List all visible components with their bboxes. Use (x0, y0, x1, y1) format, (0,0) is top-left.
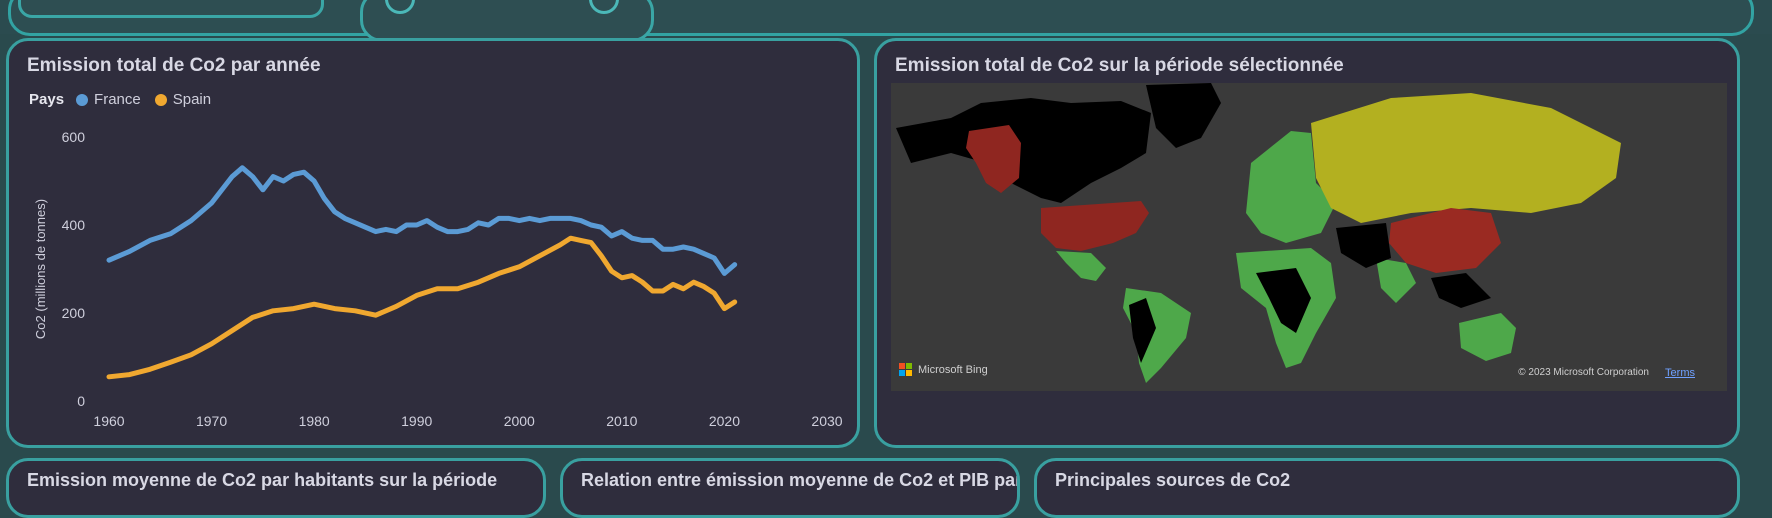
legend-dot-spain (154, 93, 167, 106)
map-region-alaska (966, 125, 1021, 193)
x-tick-label: 2020 (709, 413, 740, 429)
bottom-panel-title: Principales sources de Co2 (1055, 470, 1291, 490)
map-region-mexico (1056, 251, 1106, 281)
y-axis-label: Co2 (millions de tonnes) (33, 199, 48, 339)
slider-start-handle[interactable] (385, 0, 415, 14)
map-svg (891, 83, 1727, 391)
y-tick-label: 200 (62, 305, 86, 321)
bottom-panel-gdp: Relation entre émission moyenne de Co2 e… (560, 458, 1020, 518)
map-region-middle-east (1336, 223, 1391, 268)
line-chart-title: Emission total de Co2 par année (27, 55, 321, 76)
map-region-india (1376, 258, 1416, 303)
map-region-usa (1041, 201, 1149, 251)
series-line-spain (106, 235, 738, 380)
legend-item-spain[interactable]: Spain (172, 91, 212, 108)
x-tick-label: 2030 (811, 413, 842, 429)
x-tick-label: 2000 (504, 413, 535, 429)
filter-dropdown[interactable] (18, 0, 324, 18)
bottom-panel-title: Relation entre émission moyenne de Co2 e… (581, 470, 1020, 490)
world-map[interactable] (891, 83, 1727, 391)
y-tick-label: 0 (77, 393, 85, 409)
map-region-africa-dark (1256, 268, 1311, 333)
y-tick-label: 600 (62, 129, 86, 145)
legend-title: Pays (29, 91, 65, 108)
map-region-australia (1459, 313, 1516, 361)
bottom-panel-sources: Principales sources de Co2 (1034, 458, 1740, 518)
map-region-south-america-dark (1129, 298, 1156, 363)
x-tick-label: 1960 (93, 413, 124, 429)
microsoft-logo-icon (899, 363, 912, 376)
bing-logo-text: Microsoft Bing (918, 363, 988, 376)
line-chart-panel: Emission total de Co2 par année Pays Fra… (6, 38, 860, 448)
map-region-russia (1311, 93, 1621, 223)
map-region-canada (896, 98, 1151, 203)
map-region-se-asia (1431, 273, 1491, 308)
map-panel: Emission total de Co2 sur la période sél… (874, 38, 1740, 448)
map-region-greenland (1146, 83, 1221, 148)
x-tick-label: 1970 (196, 413, 227, 429)
map-title: Emission total de Co2 sur la période sél… (895, 55, 1344, 76)
year-range-slider[interactable] (360, 0, 654, 42)
legend-dot-france (76, 93, 89, 106)
x-tick-label: 2010 (606, 413, 637, 429)
line-chart: Co2 (millions de tonnes) 0 200 400 600 1960 19… (33, 129, 843, 429)
series-line-france (106, 165, 738, 276)
map-region-europe (1246, 131, 1336, 243)
slider-end-handle[interactable] (589, 0, 619, 14)
map-copyright: © 2023 Microsoft Corporation (1518, 367, 1649, 378)
legend-item-france[interactable]: France (94, 91, 141, 108)
map-region-china (1389, 208, 1501, 273)
bing-logo: Microsoft Bing (899, 363, 988, 376)
bottom-panel-title: Emission moyenne de Co2 par habitants su… (27, 470, 498, 490)
bottom-panel-per-capita: Emission moyenne de Co2 par habitants su… (6, 458, 546, 518)
map-terms-link[interactable]: Terms (1665, 367, 1695, 379)
y-tick-label: 400 (62, 217, 86, 233)
chart-legend: Pays France Spain (29, 91, 211, 108)
x-tick-label: 1990 (401, 413, 432, 429)
x-tick-label: 1980 (299, 413, 330, 429)
